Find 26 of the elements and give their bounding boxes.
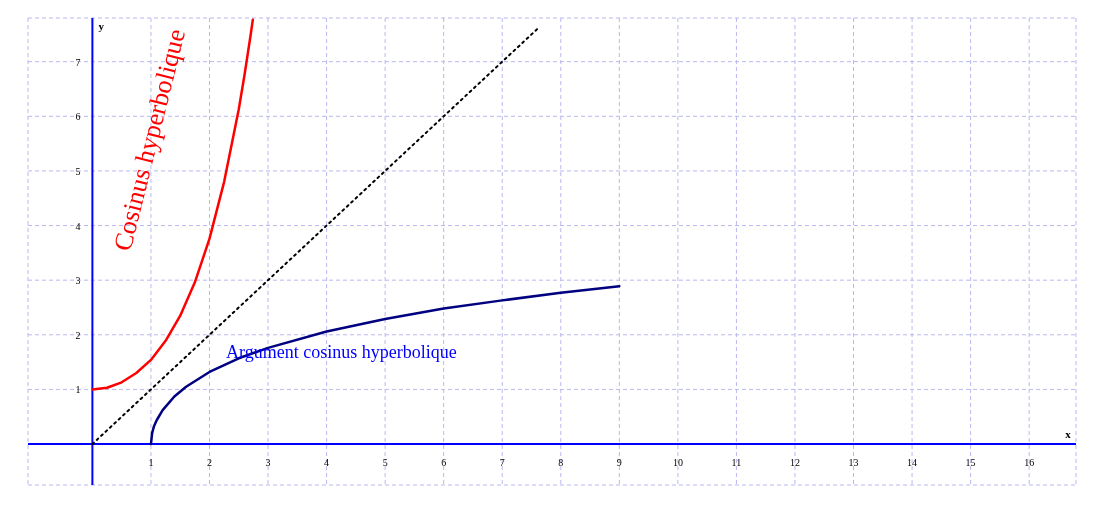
x-tick-label: 10 <box>672 457 683 469</box>
x-tick-label: 6 <box>441 457 447 469</box>
x-tick-label: 16 <box>1024 457 1035 469</box>
x-tick-label: 13 <box>848 457 859 469</box>
y-tick-label: 1 <box>75 384 81 396</box>
x-axis-title: x <box>1065 428 1072 441</box>
x-tick-label: 4 <box>324 457 330 469</box>
x-tick-label: 15 <box>965 457 976 469</box>
x-tick-label: 3 <box>265 457 271 469</box>
y-tick-label: 5 <box>75 165 81 177</box>
y-tick-label: 7 <box>75 56 81 68</box>
x-tick-label: 7 <box>499 457 505 469</box>
x-tick-label: 5 <box>382 457 388 469</box>
line-series <box>149 284 621 446</box>
y-tick-label: 3 <box>75 275 81 287</box>
y-tick-label: 2 <box>75 329 81 341</box>
x-tick-label: 14 <box>907 457 918 469</box>
y-tick-label: 4 <box>75 220 81 232</box>
x-tick-label: 8 <box>558 457 564 469</box>
x-tick-label: 2 <box>207 457 212 469</box>
x-tick-label: 11 <box>731 457 742 469</box>
x-tick-label: 1 <box>148 457 154 469</box>
x-tick-label: 12 <box>789 457 800 469</box>
y-tick-label: 6 <box>75 111 81 123</box>
y-axis-title: y <box>98 19 105 32</box>
x-tick-label: 9 <box>616 457 622 469</box>
